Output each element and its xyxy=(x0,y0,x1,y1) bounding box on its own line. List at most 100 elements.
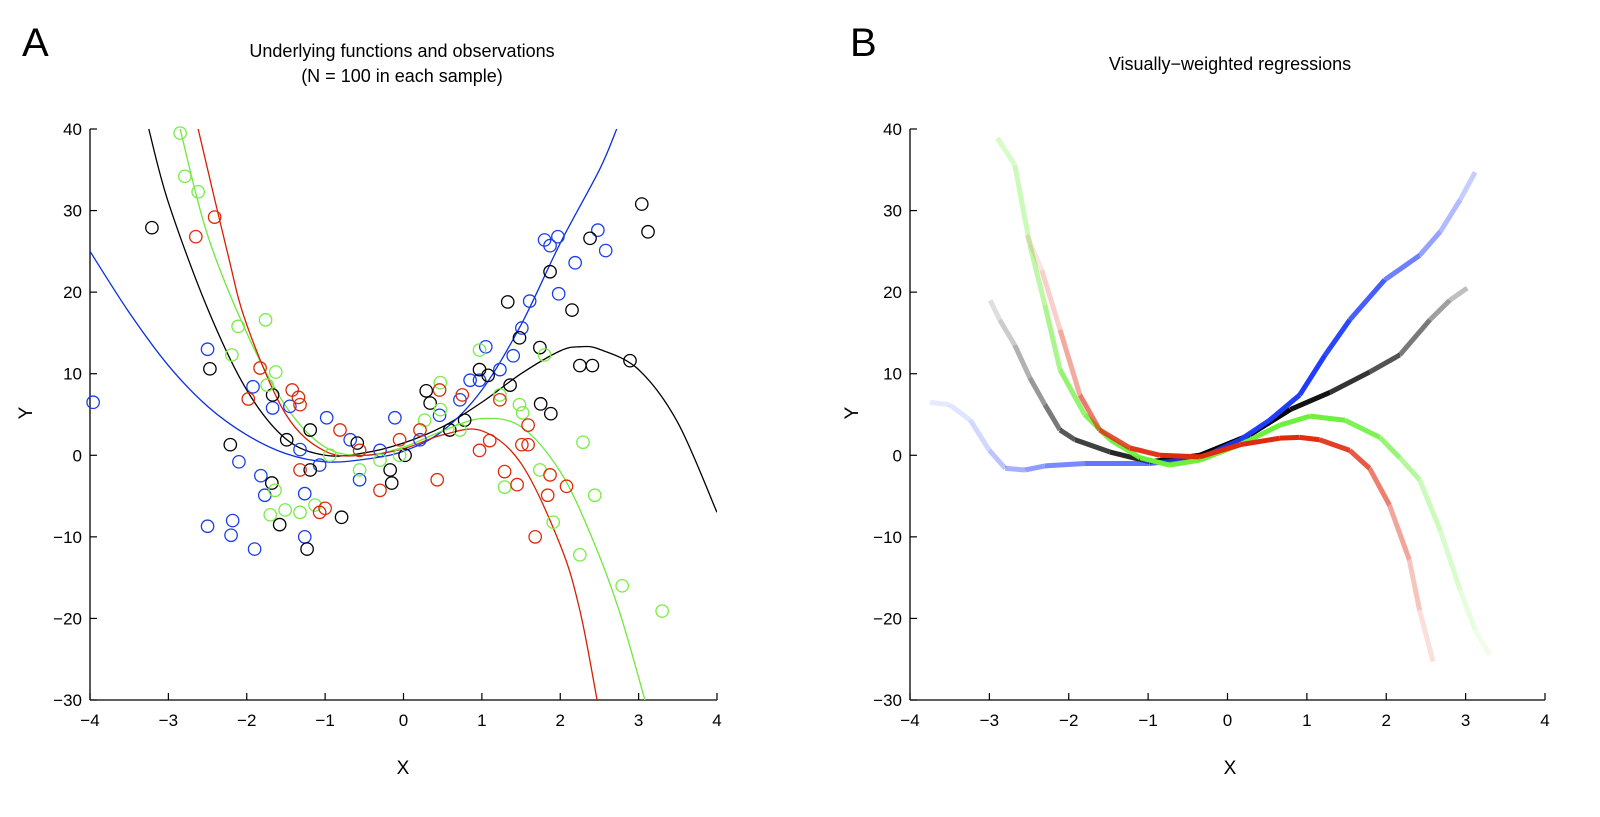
underlying-function-black xyxy=(148,129,717,513)
observation-point-green xyxy=(263,507,278,522)
observation-point-green xyxy=(173,126,187,140)
x-tick-label: −1 xyxy=(315,711,334,730)
regression-segment-green xyxy=(1472,628,1492,657)
regression-segment-red xyxy=(1129,445,1161,458)
observation-point-blue xyxy=(254,468,268,483)
regression-segment-black xyxy=(1328,369,1371,395)
observation-point-red xyxy=(540,488,555,503)
observation-point-red xyxy=(333,423,347,437)
regression-segment-black xyxy=(1289,390,1331,412)
observation-point-blue xyxy=(86,395,100,410)
y-tick-label: 0 xyxy=(73,446,82,465)
observation-point-black xyxy=(641,224,655,239)
x-tick-label: −2 xyxy=(1059,711,1078,730)
y-tick-label: −10 xyxy=(873,528,902,547)
regression-segment-green xyxy=(1042,304,1063,371)
observation-point-black xyxy=(279,432,294,447)
observation-point-black xyxy=(543,406,558,421)
observation-point-blue xyxy=(319,410,334,425)
observation-point-blue xyxy=(506,348,521,363)
x-tick-label: 0 xyxy=(1223,711,1232,730)
panel-a-y-label: Y xyxy=(16,406,37,419)
panel-a-x-label: X xyxy=(397,758,410,779)
x-tick-label: 0 xyxy=(399,711,408,730)
observation-point-green xyxy=(177,169,192,184)
panel-a: A Underlying functions and observations … xyxy=(16,21,722,779)
regression-segment-green xyxy=(1139,455,1171,468)
regression-segment-green xyxy=(1417,478,1443,532)
observation-point-green xyxy=(615,578,630,593)
observation-point-green xyxy=(433,402,448,417)
regression-line-green xyxy=(995,136,1492,657)
regression-segment-blue xyxy=(968,418,992,452)
observation-point-red xyxy=(293,463,307,477)
observation-point-green xyxy=(433,375,448,390)
regression-segment-green xyxy=(1057,368,1087,416)
panel-a-points xyxy=(86,126,669,618)
x-tick-label: 4 xyxy=(1540,711,1549,730)
underlying-function-red xyxy=(197,129,598,700)
regression-line-red xyxy=(1024,234,1436,663)
y-tick-label: 20 xyxy=(63,283,82,302)
observation-point-green xyxy=(231,319,245,334)
observation-point-green xyxy=(493,388,507,402)
observation-point-blue xyxy=(432,408,447,423)
observation-point-black xyxy=(300,542,314,556)
regression-segment-red xyxy=(1024,234,1045,272)
observation-point-blue xyxy=(551,286,566,301)
observation-point-blue xyxy=(463,373,477,388)
x-tick-label: −3 xyxy=(159,711,178,730)
observation-point-blue xyxy=(232,454,246,469)
y-tick-label: −20 xyxy=(873,609,902,628)
observation-point-green xyxy=(453,423,467,437)
y-tick-label: 10 xyxy=(883,365,902,384)
observation-point-red xyxy=(253,361,267,375)
observation-point-green xyxy=(322,448,337,463)
regression-segment-blue xyxy=(1267,393,1302,423)
observation-point-red xyxy=(207,210,222,224)
observation-point-black xyxy=(457,413,472,428)
observation-point-black xyxy=(481,368,495,383)
observation-point-green xyxy=(655,604,669,618)
x-tick-label: −1 xyxy=(1138,711,1157,730)
regression-segment-black xyxy=(1428,298,1452,322)
observation-point-blue xyxy=(343,432,358,447)
x-tick-label: 3 xyxy=(1461,711,1470,730)
observation-point-blue xyxy=(265,401,280,415)
observation-point-red xyxy=(514,437,529,452)
observation-point-green xyxy=(587,488,602,503)
regression-segment-green xyxy=(995,136,1017,167)
observation-point-green xyxy=(293,505,307,520)
observation-point-blue xyxy=(388,410,402,425)
observation-point-red xyxy=(318,501,332,516)
observation-point-red xyxy=(291,390,306,405)
observation-point-blue xyxy=(551,229,565,244)
panel-a-curves xyxy=(90,129,717,700)
observation-point-blue xyxy=(247,542,262,556)
y-tick-label: 0 xyxy=(893,446,902,465)
regression-segment-blue xyxy=(1024,463,1046,473)
observation-point-black xyxy=(533,340,547,355)
observation-point-red xyxy=(413,423,427,437)
regression-segment-red xyxy=(1279,434,1300,441)
observation-point-red xyxy=(285,383,300,397)
observation-point-black xyxy=(303,423,318,437)
y-tick-label: −30 xyxy=(873,691,902,710)
observation-point-blue xyxy=(200,342,215,357)
regression-segment-red xyxy=(1387,504,1412,561)
observation-point-black xyxy=(585,358,600,373)
observation-point-green xyxy=(260,378,274,392)
regression-segment-black xyxy=(1042,403,1063,432)
y-tick-label: 20 xyxy=(883,283,902,302)
regression-segment-red xyxy=(1239,435,1281,448)
observation-point-red xyxy=(521,418,535,432)
observation-point-red xyxy=(472,443,487,458)
observation-point-green xyxy=(191,184,206,199)
regression-segment-blue xyxy=(1297,353,1328,397)
regression-segment-green xyxy=(1012,164,1033,246)
observation-point-black xyxy=(512,330,527,345)
regression-segment-green xyxy=(1279,413,1311,428)
regression-segment-red xyxy=(1077,393,1102,432)
